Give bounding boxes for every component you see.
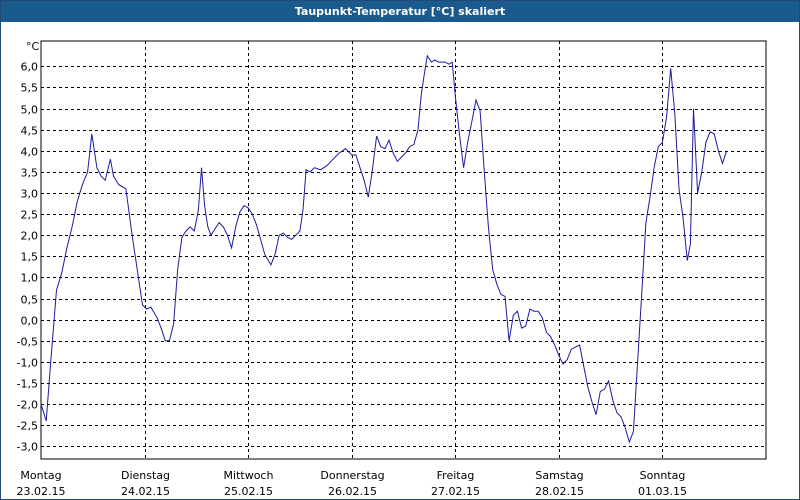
y-tick-label: -3,0 <box>17 441 38 454</box>
y-tick-label: 4,5 <box>21 125 39 138</box>
y-tick-label: 3,5 <box>21 167 39 180</box>
x-axis-ticks: Montag 23.02.15 Dienstag 24.02.15 Mittwoch 25… <box>17 469 687 498</box>
series-line-dewpoint <box>40 54 728 444</box>
x-tick-day-label: Freitag <box>437 469 475 482</box>
y-tick-label: 2,5 <box>21 209 39 222</box>
grid-lines <box>41 41 766 459</box>
x-tick-day-label: Donnerstag <box>320 469 384 482</box>
y-tick-label: 4,0 <box>21 146 39 159</box>
y-tick-label: -2,5 <box>17 420 38 433</box>
y-tick-label: -0,5 <box>17 336 38 349</box>
y-tick-label: 0,5 <box>21 294 39 307</box>
x-tick-day-label: Sonntag <box>640 469 686 482</box>
y-tick-label: 0,0 <box>21 315 39 328</box>
y-tick-label: 5,0 <box>21 104 39 117</box>
y-tick-label: -1,0 <box>17 357 38 370</box>
y-tick-label: -2,0 <box>17 399 38 412</box>
x-tick-date-label: 27.02.15 <box>431 485 480 498</box>
y-tick-label: 2,0 <box>21 230 39 243</box>
y-axis-ticks: 6,0 5,5 5,0 4,5 4,0 3,5 3,0 2,5 2,0 1,5 1,0 0,5 0,0 -… <box>17 61 38 454</box>
x-tick-date-label: 24.02.15 <box>121 485 170 498</box>
x-tick-day-label: Samstag <box>535 469 583 482</box>
x-tick-date-label: 25.02.15 <box>224 485 273 498</box>
x-tick-date-label: 28.02.15 <box>535 485 584 498</box>
y-axis-label: °C <box>26 40 40 53</box>
plot-area <box>40 40 767 460</box>
x-tick-date-label: 23.02.15 <box>17 485 66 498</box>
chart-title: Taupunkt-Temperatur [°C] skaliert <box>1 1 799 22</box>
y-tick-label: 5,5 <box>21 82 39 95</box>
chart-svg: 6,0 5,5 5,0 4,5 4,0 3,5 3,0 2,5 2,0 1,5 1,0 0,5 0,0 -… <box>17 40 767 498</box>
x-tick-day-label: Mittwoch <box>224 469 274 482</box>
x-tick-date-label: 01.03.15 <box>638 485 687 498</box>
y-tick-label: 3,0 <box>21 188 39 201</box>
x-tick-day-label: Dienstag <box>121 469 170 482</box>
x-tick-day-label: Montag <box>20 469 61 482</box>
y-tick-label: -1,5 <box>17 378 38 391</box>
y-tick-label: 6,0 <box>21 61 39 74</box>
y-tick-label: 1,5 <box>21 251 39 264</box>
x-tick-date-label: 26.02.15 <box>328 485 377 498</box>
y-tick-label: 1,0 <box>21 272 39 285</box>
